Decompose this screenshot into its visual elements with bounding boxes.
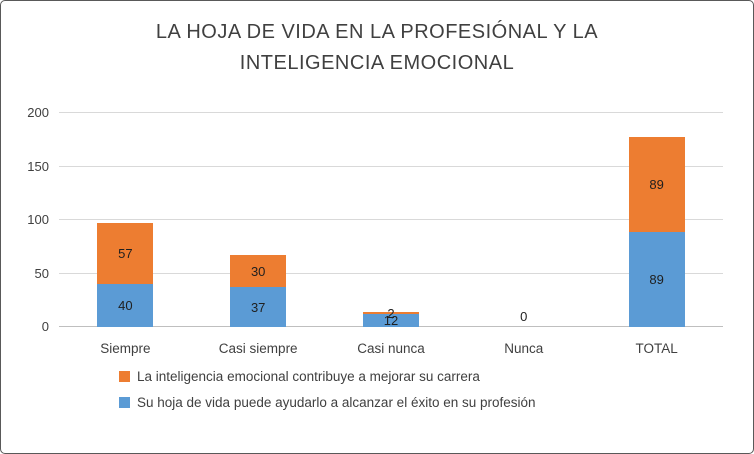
category-label: Casi nunca [357, 341, 425, 356]
category-label: Siempre [100, 341, 151, 356]
chart-title-line2: INTELIGENCIA EMOCIONAL [239, 52, 515, 74]
bar-value-label: 89 [649, 176, 664, 192]
bar-segment: 12 [363, 314, 419, 327]
gridline [59, 165, 723, 167]
y-tick-label: 100 [27, 212, 49, 227]
category-label: Nunca [504, 341, 544, 356]
bar-value-label: 40 [118, 298, 133, 314]
legend-label: Su hoja de vida puede ayudarlo a alcanza… [137, 395, 536, 410]
bar-segment: 57 [97, 223, 154, 285]
legend-item: Su hoja de vida puede ayudarlo a alcanza… [119, 395, 536, 410]
legend-swatch [119, 371, 130, 382]
bar-segment: 2 [363, 307, 419, 320]
bar-segment: 30 [230, 255, 287, 288]
bar-segment: 89 [628, 136, 685, 232]
bar-value-label: 37 [250, 299, 266, 315]
legend: La inteligencia emocional contribuye a m… [119, 369, 536, 421]
bar-value-label: 2 [387, 305, 395, 321]
y-tick-label: 0 [41, 319, 49, 334]
bar-value-label: 57 [118, 246, 133, 262]
y-tick-label: 50 [34, 265, 49, 281]
gridline [59, 272, 723, 274]
bar-segment: 40 [97, 284, 154, 327]
y-tick-label: 150 [27, 158, 49, 174]
chart-title: LA HOJA DE VIDA EN LA PROFESIÓNAL Y LA I… [1, 17, 753, 79]
bar-value-label: 89 [649, 271, 664, 287]
legend-label: La inteligencia emocional contribuye a m… [137, 369, 480, 384]
bar-segment: 89 [628, 231, 685, 327]
legend-item: La inteligencia emocional contribuye a m… [119, 369, 536, 384]
category-label: TOTAL [635, 341, 678, 356]
y-tick-label: 200 [27, 105, 49, 120]
legend-swatch [119, 397, 130, 408]
bar-value-label: 12 [383, 313, 399, 329]
category-label: Casi siempre [218, 341, 298, 356]
bar-segment: 37 [230, 287, 287, 327]
bar-value-label: 30 [250, 263, 266, 279]
plot-area: 40 57 37 30 12 2 0 89 89 [59, 112, 723, 327]
bar-value-label: 0 [520, 309, 528, 324]
gridline [59, 112, 723, 113]
chart-title-line1: LA HOJA DE VIDA EN LA PROFESIÓNAL Y LA [155, 21, 599, 43]
gridline [59, 219, 723, 220]
